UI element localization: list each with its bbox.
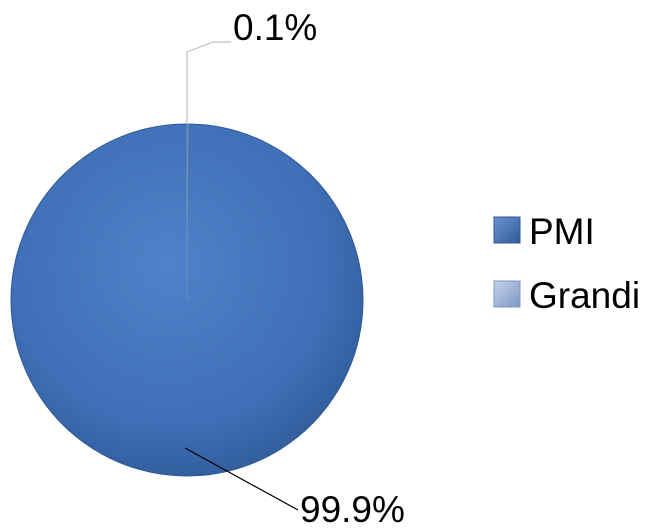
data-labels: 99.9% 0.1% xyxy=(233,7,405,529)
legend-swatch-grandi xyxy=(493,280,521,308)
leader-line-pmi xyxy=(184,447,299,511)
data-label-pmi: 99.9% xyxy=(300,489,405,524)
legend-label-grandi: Grandi xyxy=(529,275,640,316)
data-label-grandi: 0.1% xyxy=(233,7,317,48)
legend-label-pmi: PMI xyxy=(529,211,595,252)
legend: PMI Grandi xyxy=(493,211,640,316)
leader-lines xyxy=(184,41,299,511)
leader-line-grandi xyxy=(186,41,231,124)
pie-slices xyxy=(10,123,364,477)
legend-swatch-pmi xyxy=(493,216,521,244)
